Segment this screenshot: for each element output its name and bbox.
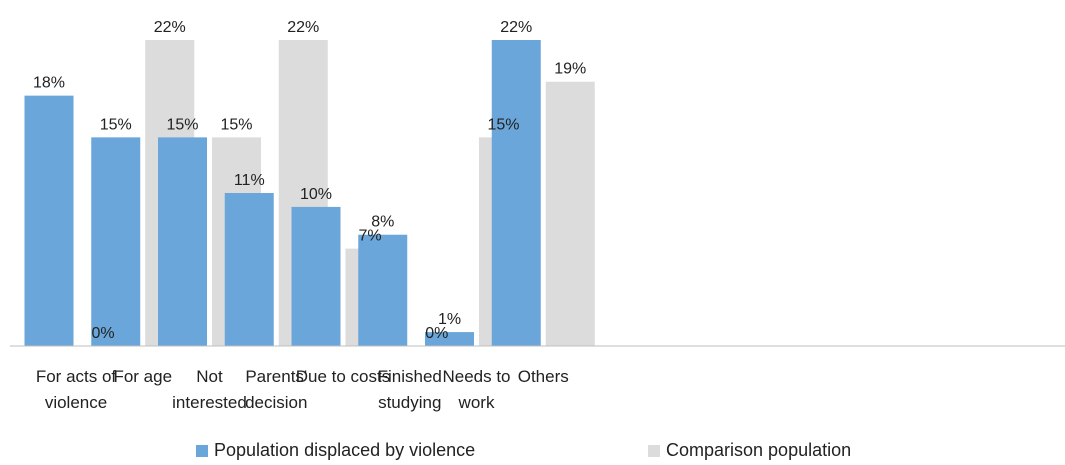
category-labels-layer: For acts of violence For age Not interested P… <box>36 367 569 412</box>
category-label-5-line-0: Finished <box>378 367 442 386</box>
category-label-1-line-0: For age <box>113 367 172 386</box>
category-label-2-line-1: interested <box>172 393 247 412</box>
bar-s1-c7 <box>545 81 595 347</box>
value-label-s1-c2: 15% <box>220 116 252 133</box>
bar-s0-c0 <box>24 95 74 347</box>
bar-s0-c3 <box>224 193 274 346</box>
value-label-s0-c1: 15% <box>100 116 132 133</box>
bar-s0-c5 <box>358 234 408 346</box>
value-label-s1-c5: 0% <box>425 325 448 342</box>
value-label-s1-c1: 22% <box>154 19 186 36</box>
value-label-s1-c3: 22% <box>287 19 319 36</box>
bar-s0-c4 <box>291 206 341 346</box>
category-label-6-line-0: Needs to <box>442 367 510 386</box>
value-label-s1-c7: 19% <box>554 61 586 78</box>
value-label-s0-c6: 1% <box>438 311 461 328</box>
legend-swatch-comparison <box>648 444 660 457</box>
category-label-6-line-1: work <box>458 393 495 412</box>
value-label-s0-c0: 18% <box>33 75 65 92</box>
bars-layer <box>24 40 595 347</box>
bar-s0-c2 <box>158 137 207 346</box>
bar-chart: 18%0%15%22%15% 15%11%22%10%7%8%0%1%15%22%… <box>10 19 1065 412</box>
legend-item-displaced: Population displaced by violence <box>196 440 475 461</box>
value-label-s0-c4: 10% <box>300 186 332 203</box>
value-label-s1-c6: 15% <box>487 116 519 133</box>
category-label-7-line-0: Others <box>518 367 569 386</box>
category-label-3-line-0: Parents' <box>245 367 307 386</box>
value-label-s0-c7: 22% <box>500 19 532 36</box>
bar-s0-c7 <box>491 40 541 346</box>
legend-label-comparison: Comparison population <box>666 440 852 460</box>
category-label-0-line-1: violence <box>45 393 107 412</box>
bar-s0-c6 <box>425 332 474 346</box>
legend-label-displaced: Population displaced by violence <box>214 440 476 460</box>
legend-item-comparison: Comparison population <box>648 440 851 461</box>
value-label-s0-c3: 11% <box>234 172 265 189</box>
category-label-3-line-1: decision <box>245 393 307 412</box>
legend: Population displaced by violence Compari… <box>0 440 1065 464</box>
category-label-4-line-0: Due to costs <box>296 367 391 386</box>
category-label-2-line-0: Not <box>196 367 223 386</box>
value-label-s1-c4: 7% <box>358 228 381 245</box>
value-labels-layer: 18%0%15%22%15% 15%11%22%10%7%8%0%1%15%22%… <box>33 19 586 342</box>
legend-swatch-displaced <box>196 444 208 457</box>
value-label-s0-c5: 8% <box>371 214 394 231</box>
value-label-s1-c0: 0% <box>91 325 114 342</box>
category-label-0-line-0: For acts of <box>36 367 117 386</box>
value-label-s0-c2: 15% <box>166 116 198 133</box>
category-label-5-line-1: studying <box>378 393 441 412</box>
bar-s0-c1 <box>91 137 141 346</box>
